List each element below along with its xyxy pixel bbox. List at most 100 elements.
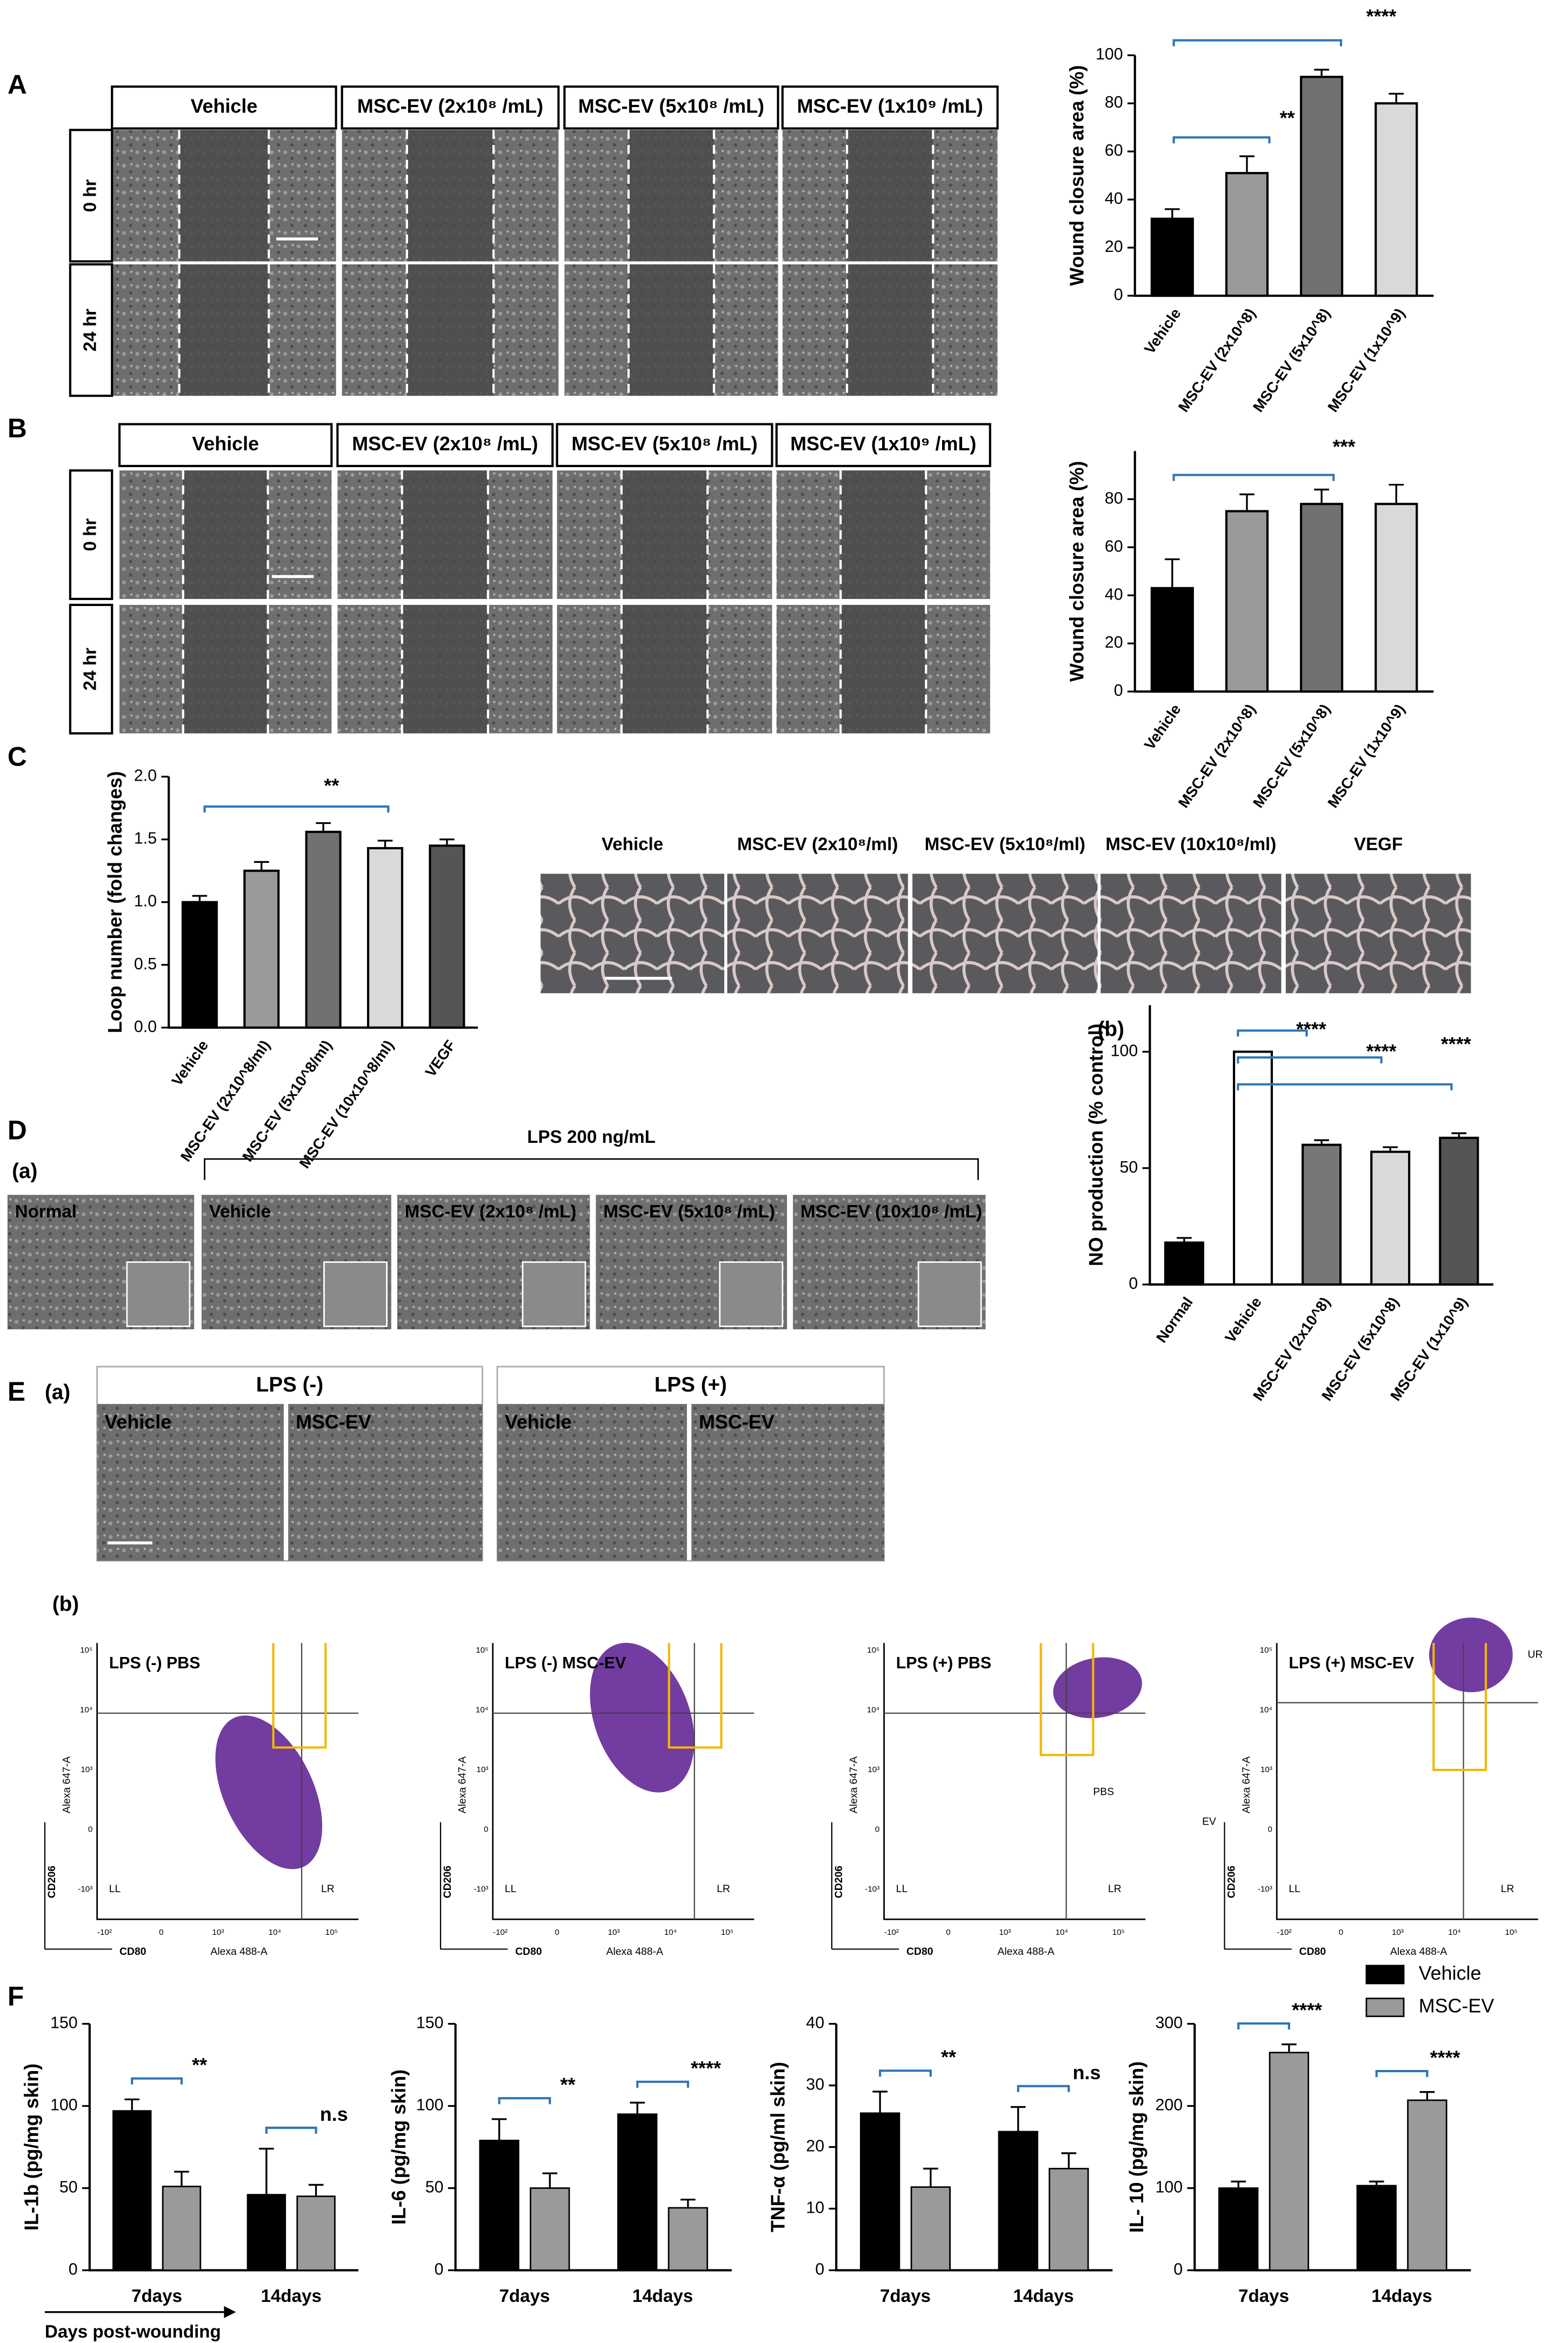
y-tick-label: 0 xyxy=(1114,285,1123,304)
gate xyxy=(1432,1643,1487,1771)
image-label: Vehicle xyxy=(505,1410,572,1433)
significance-label: ** xyxy=(941,2046,956,2068)
treatment-bracket xyxy=(204,1158,979,1180)
y-axis-label: IL-1b (pg/mg skin) xyxy=(20,2064,42,2231)
label-box xyxy=(118,423,333,468)
x-tick-label: 10⁴ xyxy=(664,1928,677,1937)
sub-label: (a) xyxy=(12,1160,37,1183)
x-tick-label: 10⁴ xyxy=(269,1928,281,1937)
column-header: MSC-EV (1x10⁹ /mL) xyxy=(790,432,976,455)
y-tick-label: 10³ xyxy=(868,1765,879,1774)
x-tick-label: 7days xyxy=(499,2286,550,2306)
y-tick-label: 0 xyxy=(1173,2260,1183,2278)
bar xyxy=(429,844,465,1029)
y-axis-label: Loop number (fold changes) xyxy=(104,771,126,1033)
gate xyxy=(668,1643,723,1749)
significance-label: n.s xyxy=(320,2103,348,2125)
quadrant-label: LL xyxy=(1289,1883,1300,1895)
image-label: MSC-EV xyxy=(296,1410,371,1433)
column-header: MSC-EV (2x10⁸ /mL) xyxy=(352,432,538,455)
significance-label: *** xyxy=(1333,435,1356,457)
y-tick-label: 10⁵ xyxy=(476,1646,488,1655)
y-tick-label: 0 xyxy=(875,1825,879,1834)
y-tick-label: 50 xyxy=(59,2178,78,2196)
bar xyxy=(1049,2168,1089,2271)
bar xyxy=(246,2194,286,2271)
significance-label: n.s xyxy=(1073,2061,1101,2084)
significance-label: **** xyxy=(1296,1018,1326,1040)
row-label: 0 hr xyxy=(80,179,100,212)
cell-cloud xyxy=(1429,1618,1513,1693)
y-axis-label: Wound closure area (%) xyxy=(1065,65,1087,285)
bar xyxy=(1374,102,1418,297)
y-tick-label: 10⁵ xyxy=(80,1646,92,1655)
significance-bracket xyxy=(1172,474,1335,481)
x-marker: CD80 xyxy=(1299,1946,1326,1958)
x-tick-label: 7days xyxy=(1238,2286,1289,2306)
axes xyxy=(1276,1643,1538,1920)
x-axis-label: Alexa 488-A xyxy=(1390,1946,1447,1958)
y-tick-label: 0.0 xyxy=(134,1017,157,1036)
x-marker: CD80 xyxy=(119,1946,146,1958)
significance-label: **** xyxy=(1366,5,1397,28)
bar xyxy=(305,830,342,1029)
y-tick-label: 20 xyxy=(1105,237,1123,256)
y-tick-label: 0.5 xyxy=(134,955,157,973)
x-tick-label: 10³ xyxy=(1392,1928,1404,1937)
y-marker: CD206 xyxy=(442,1866,453,1898)
significance-label: **** xyxy=(1430,2046,1460,2068)
y-marker: CD206 xyxy=(1226,1866,1237,1898)
panel-label: B xyxy=(8,413,27,443)
wound-gap xyxy=(847,130,933,262)
x-tick-label: 0 xyxy=(555,1928,559,1937)
label-box xyxy=(775,423,991,468)
y-tick-label: 50 xyxy=(425,2178,444,2196)
bar xyxy=(859,2112,900,2271)
x-tick-label: 10⁴ xyxy=(1448,1928,1460,1937)
y-tick-label: 10³ xyxy=(81,1765,92,1774)
x-tick-label: 14days xyxy=(1013,2286,1073,2306)
y-tick-label: 0 xyxy=(815,2260,824,2278)
column-header: MSC-EV (2x10⁸ /mL) xyxy=(357,95,543,117)
x-tick-label: -10² xyxy=(1277,1928,1292,1937)
bar xyxy=(1269,2052,1310,2271)
y-tick-label: 300 xyxy=(1155,2014,1183,2032)
plot-title: LPS (+) PBS xyxy=(896,1654,991,1672)
x-tick-label: 10⁵ xyxy=(721,1928,733,1937)
x-marker: CD80 xyxy=(906,1946,933,1958)
x-tick-label: 10³ xyxy=(212,1928,224,1937)
y-tick-label: 10³ xyxy=(477,1765,489,1774)
plot-title: LPS (-) MSC-EV xyxy=(505,1654,626,1672)
significance-bracket xyxy=(879,2069,932,2077)
significance-label: ** xyxy=(560,2074,575,2096)
column-header: MSC-EV (1x10⁹ /mL) xyxy=(797,95,983,117)
quadrant-label: UR xyxy=(1527,1649,1543,1660)
significance-label: **** xyxy=(1366,1040,1397,1062)
x-tick-label: 10⁵ xyxy=(1112,1928,1125,1937)
cell-cloud xyxy=(1053,1657,1142,1719)
group-header: LPS (+) xyxy=(655,1373,727,1396)
y-tick-label: 10⁴ xyxy=(1260,1705,1272,1714)
micrograph xyxy=(1100,874,1282,994)
y-axis-label: IL- 10 (pg/mg skin) xyxy=(1125,2061,1147,2233)
row-label: 24 hr xyxy=(80,648,100,690)
quadrant-label: LR xyxy=(321,1883,335,1895)
bar xyxy=(530,2187,570,2271)
bar xyxy=(162,2186,202,2271)
y-tick-label: 10⁵ xyxy=(1260,1646,1272,1655)
quadrant-label: LL xyxy=(505,1883,517,1895)
bar xyxy=(112,2110,152,2271)
y-tick-label: 0 xyxy=(435,2260,444,2278)
micrograph xyxy=(1285,874,1471,994)
inset xyxy=(522,1261,586,1327)
y-axis-label: TNF-α (pg/ml skin) xyxy=(767,2062,789,2232)
legend-label: MSC-EV xyxy=(1419,1995,1494,2017)
x-tick-label: 10⁵ xyxy=(325,1928,338,1937)
y-tick-label: 40 xyxy=(1105,189,1123,208)
micrograph xyxy=(97,1404,284,1561)
bar xyxy=(1439,1136,1479,1286)
bar xyxy=(1225,510,1269,693)
quadrant-label: LL xyxy=(109,1883,121,1895)
inset xyxy=(917,1261,982,1327)
